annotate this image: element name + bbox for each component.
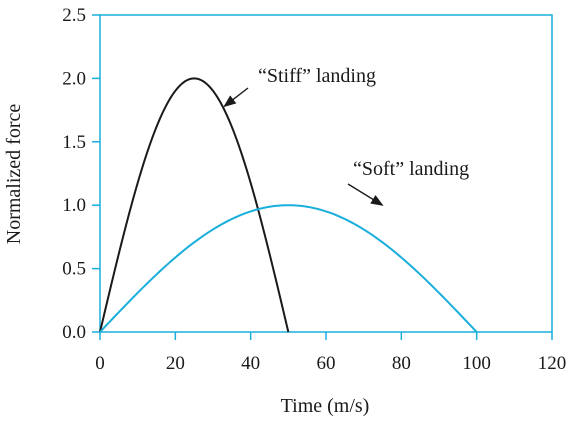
x-tick-label: 60 <box>317 353 336 374</box>
axes: 0 20 40 60 80 100 120 0.0 0.5 1.0 1.5 2.0 2.5 <box>62 5 566 374</box>
soft-landing-arrow <box>347 183 384 206</box>
x-tick-label: 0 <box>95 353 105 374</box>
x-tick-label: 120 <box>538 353 567 374</box>
stiff-landing-label: “Stiff” landing <box>258 65 376 87</box>
x-tick-label: 100 <box>462 353 491 374</box>
y-tick-label: 0.0 <box>62 322 86 343</box>
series-1-line <box>99 77 290 333</box>
series-2-line <box>99 204 478 333</box>
y-tick-label: 0.5 <box>62 259 86 280</box>
x-tick-label: 80 <box>392 353 411 374</box>
stiff-landing-arrow <box>223 87 249 108</box>
annotation-layer: “Stiff” landing “Soft” landing <box>223 65 469 206</box>
y-tick-label: 2.0 <box>62 68 86 89</box>
y-tick-label: 1.0 <box>62 195 86 216</box>
plot-frame <box>99 14 553 333</box>
soft-landing-label: “Soft” landing <box>353 158 469 180</box>
x-axis-label: Time (m/s) <box>281 395 370 417</box>
y-axis-label: Normalized force <box>3 104 25 245</box>
y-tick-label: 2.5 <box>62 5 86 26</box>
series-layer <box>99 77 478 333</box>
x-tick-label: 20 <box>166 353 185 374</box>
y-tick-label: 1.5 <box>62 132 86 153</box>
x-tick-label: 40 <box>241 353 260 374</box>
